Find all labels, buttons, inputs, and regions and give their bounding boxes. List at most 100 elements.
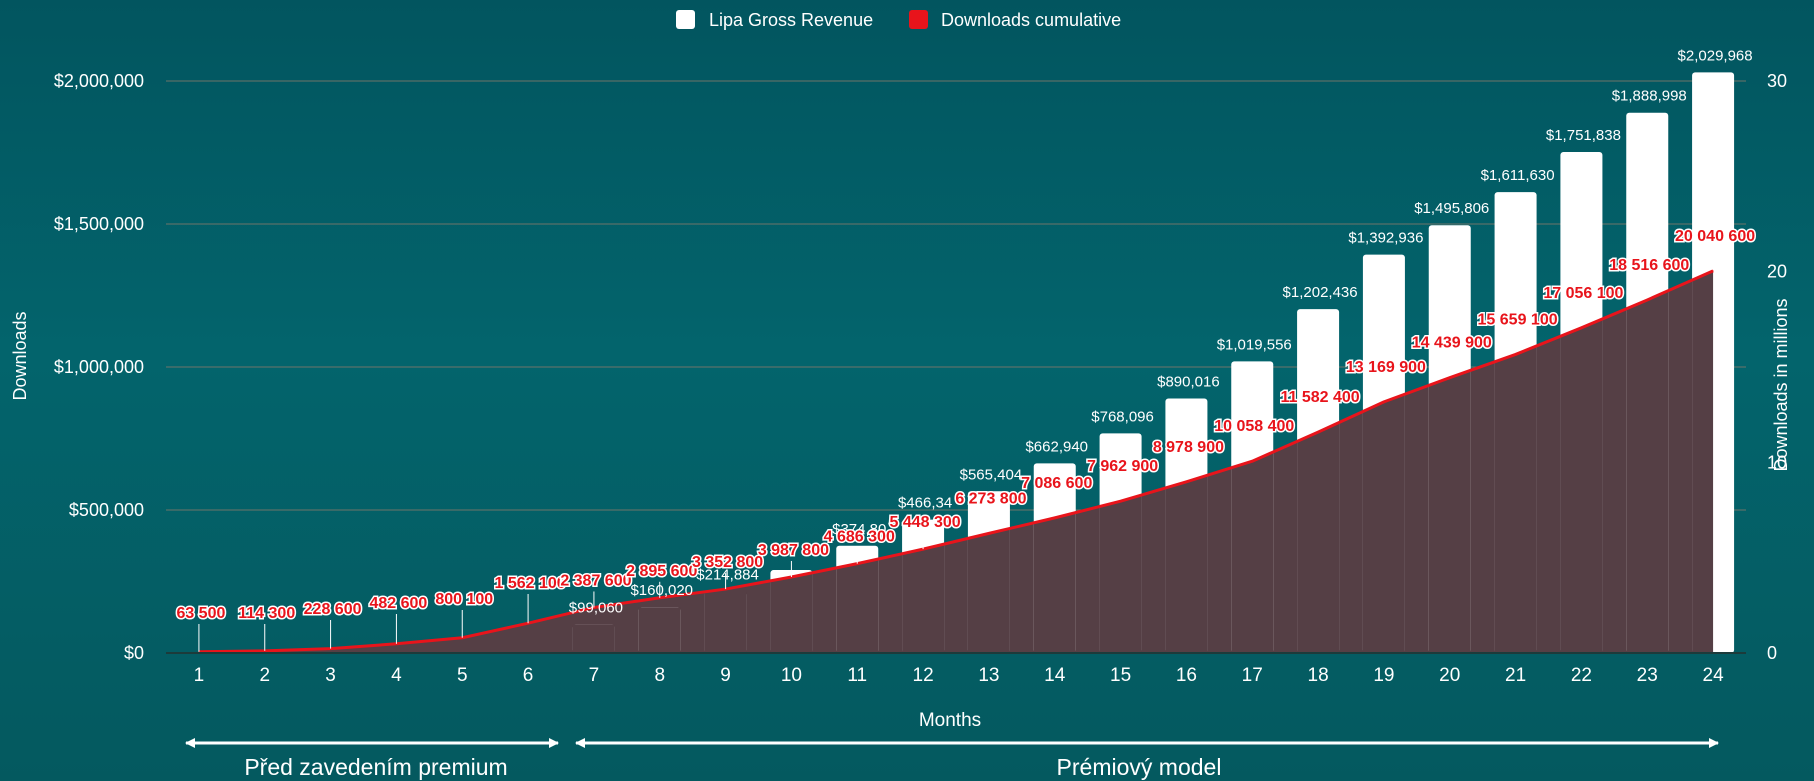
y-right-tick-label: 0 xyxy=(1767,643,1777,663)
revenue-data-label: $1,202,436 xyxy=(1283,284,1358,301)
y-right-tick-label: 20 xyxy=(1767,262,1787,282)
x-tick-label: 6 xyxy=(523,665,534,686)
downloads-data-label: 6 273 800 xyxy=(955,490,1026,507)
downloads-data-label: 13 169 900 xyxy=(1346,359,1426,376)
downloads-point xyxy=(1120,500,1122,502)
downloads-point xyxy=(1646,299,1648,301)
downloads-point xyxy=(1580,327,1582,329)
y-right-tick-label: 30 xyxy=(1767,71,1787,91)
downloads-data-label: 482 600 xyxy=(369,595,427,612)
downloads-point xyxy=(1712,270,1714,272)
revenue-data-label: $1,751,838 xyxy=(1546,127,1621,144)
x-tick-label: 8 xyxy=(654,665,665,686)
downloads-point xyxy=(1383,401,1385,403)
downloads-data-label: 8 978 900 xyxy=(1153,439,1224,456)
downloads-data-label: 10 058 400 xyxy=(1214,418,1294,435)
downloads-data-label: 18 516 600 xyxy=(1609,257,1689,274)
x-tick-label: 16 xyxy=(1176,665,1197,686)
legend-label-downloads: Downloads cumulative xyxy=(941,10,1121,30)
y-left-tick-label: $2,000,000 xyxy=(54,71,144,91)
revenue-data-label: $1,392,936 xyxy=(1348,230,1423,247)
x-tick-label: 22 xyxy=(1571,665,1592,686)
x-axis-title: Months xyxy=(919,710,981,731)
x-tick-label: 24 xyxy=(1703,665,1725,686)
legend-swatch-revenue xyxy=(676,10,695,29)
downloads-data-label: 1 562 100 xyxy=(494,575,565,592)
downloads-point xyxy=(1185,481,1187,483)
downloads-data-label: 11 582 400 xyxy=(1280,389,1359,406)
phase-annotations: Před zavedením premium Prémiový model xyxy=(185,738,1719,780)
downloads-data-label: 63 500 xyxy=(176,605,225,622)
downloads-point xyxy=(1515,353,1517,355)
x-tick-label: 13 xyxy=(978,665,999,686)
downloads-data-label: 800 100 xyxy=(435,591,493,608)
y-left-tick-label: $500,000 xyxy=(69,500,144,520)
downloads-data-label: 3 987 800 xyxy=(758,542,829,559)
phase-label-premium: Prémiový model xyxy=(1057,754,1222,780)
downloads-data-label: 2 387 600 xyxy=(560,572,631,589)
x-tick-label: 5 xyxy=(457,665,468,686)
legend: Lipa Gross Revenue Downloads cumulative xyxy=(676,10,1121,30)
downloads-data-label: 20 040 600 xyxy=(1675,228,1755,245)
downloads-line-path xyxy=(198,269,1714,654)
downloads-point xyxy=(1054,517,1056,519)
revenue-bars xyxy=(572,72,1735,654)
x-tick-label: 15 xyxy=(1110,665,1131,686)
downloads-point xyxy=(988,532,990,534)
downloads-point xyxy=(1449,377,1451,379)
revenue-data-label: $1,019,556 xyxy=(1217,336,1292,353)
x-tick-label: 4 xyxy=(391,665,402,686)
y-left-tick-label: $0 xyxy=(124,643,144,663)
revenue-data-label: $1,888,998 xyxy=(1612,88,1687,105)
downloads-data-label: 15 659 100 xyxy=(1478,311,1558,328)
x-tick-label: 12 xyxy=(913,665,934,686)
y-right-tick-label: 10 xyxy=(1767,452,1787,472)
revenue-data-label: $1,611,630 xyxy=(1481,167,1555,184)
x-tick-label: 14 xyxy=(1044,665,1066,686)
phase-label-pre-premium: Před zavedením premium xyxy=(244,754,507,780)
x-tick-label: 17 xyxy=(1242,665,1263,686)
revenue-labels: $99,060 $160,020$214,884 $374,80 $466,34 $56… xyxy=(569,47,1753,616)
downloads-point xyxy=(1251,460,1253,462)
y-axis-right: 0 10 20 30 xyxy=(1767,71,1787,663)
y-left-tick-label: $1,000,000 xyxy=(54,357,144,377)
revenue-data-label: $99,060 xyxy=(569,600,623,617)
downloads-data-label: 17 056 100 xyxy=(1543,285,1623,302)
x-tick-label: 1 xyxy=(194,665,205,686)
legend-label-revenue: Lipa Gross Revenue xyxy=(709,10,873,30)
x-tick-label: 3 xyxy=(325,665,336,686)
downloads-data-label: 7 086 600 xyxy=(1021,475,1092,492)
x-tick-label: 2 xyxy=(259,665,270,686)
revenue-data-label: $374,80 xyxy=(832,521,886,538)
y-axis-right-title: Downloads in millions xyxy=(1771,298,1791,471)
revenue-data-label: $2,029,968 xyxy=(1678,47,1753,64)
x-tick-label: 20 xyxy=(1439,665,1460,686)
downloads-data-label: 4 686 300 xyxy=(824,529,895,546)
y-axis-left: $0 $500,000 $1,000,000 $1,500,000 $2,000,000 xyxy=(54,71,144,663)
x-tick-label: 11 xyxy=(847,665,867,686)
x-tick-label: 23 xyxy=(1637,665,1658,686)
downloads-data-label: 3 352 800 xyxy=(692,554,763,571)
downloads-data-label: 14 439 900 xyxy=(1412,335,1492,352)
revenue-data-label: $466,34 xyxy=(898,495,952,512)
x-tick-label: 10 xyxy=(781,665,802,686)
x-axis: 1 2 3 4 5 6 7 8 9 10 11 12 13 14 15 16 17 18 19 20 21 22 23 24 xyxy=(166,652,1746,686)
y-left-tick-label: $1,500,000 xyxy=(54,214,144,234)
x-tick-label: 18 xyxy=(1308,665,1329,686)
downloads-area-over-bars xyxy=(572,270,1714,653)
y-axis-left-title: Downloads xyxy=(10,311,30,400)
revenue-data-label: $662,940 xyxy=(1025,438,1088,455)
revenue-data-label: $160,020 xyxy=(630,582,693,599)
label-leaders xyxy=(198,533,924,652)
revenue-data-label: $214,884 xyxy=(696,567,759,584)
legend-swatch-downloads xyxy=(909,10,928,29)
downloads-point xyxy=(1317,431,1319,433)
downloads-data-label: 2 895 600 xyxy=(626,563,697,580)
revenue-data-label: $1,495,806 xyxy=(1414,200,1489,217)
downloads-data-label: 5 448 300 xyxy=(889,514,960,531)
downloads-data-label: 228 600 xyxy=(304,601,362,618)
downloads-data-label: 7 962 900 xyxy=(1087,458,1158,475)
x-tick-label: 21 xyxy=(1505,665,1526,686)
